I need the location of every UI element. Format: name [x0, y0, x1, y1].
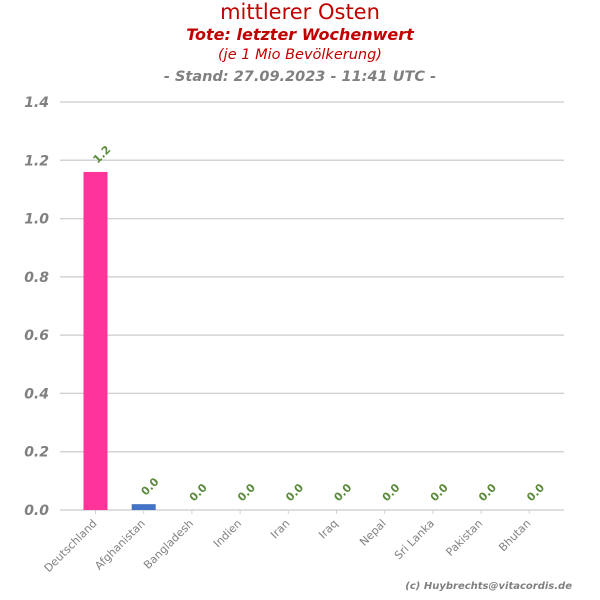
y-tick-label: 0.8	[24, 270, 49, 286]
credit-text: (c) Huybrechts@vitacordis.de	[405, 581, 572, 592]
y-tick-label: 1.4	[24, 95, 49, 111]
data-label: 0.0	[524, 481, 547, 504]
chart-title: mittlerer Osten	[220, 0, 380, 24]
y-tick-label: 0.4	[24, 386, 49, 402]
x-tick-label: Afghanistan	[92, 517, 148, 573]
x-tick-label: Deutschland	[42, 517, 100, 575]
y-tick-label: 0.2	[24, 445, 49, 461]
data-label: 0.0	[380, 481, 403, 504]
y-tick-label: 1.2	[24, 153, 49, 169]
x-tick-label: Iraq	[316, 517, 340, 541]
bar	[131, 504, 156, 510]
chart-unit: (je 1 Mio Bevölkerung)	[218, 47, 382, 63]
x-tick-label: Iran	[268, 517, 292, 541]
x-tick-label: Bangladesh	[141, 517, 196, 572]
bar	[83, 171, 108, 510]
chart-subtitle: Tote: letzter Wochenwert	[186, 25, 414, 44]
data-label: 0.0	[235, 481, 258, 504]
data-label: 0.0	[331, 481, 354, 504]
chart-timestamp: - Stand: 27.09.2023 - 11:41 UTC -	[163, 69, 437, 85]
x-tick-label: Pakistan	[443, 517, 485, 559]
data-label: 1.2	[90, 143, 113, 166]
y-tick-label: 0.6	[24, 328, 49, 344]
x-tick-label: Nepal	[357, 517, 389, 549]
data-label: 0.0	[428, 481, 451, 504]
x-tick-label: Sri Lanka	[392, 517, 437, 562]
data-label: 0.0	[476, 481, 499, 504]
x-tick-label: Bhutan	[496, 517, 533, 554]
y-tick-label: 0.0	[24, 503, 49, 519]
y-tick-label: 1.0	[24, 212, 49, 228]
data-label: 0.0	[283, 481, 306, 504]
x-tick-label: Indien	[211, 517, 244, 550]
data-label: 0.0	[187, 481, 210, 504]
data-label: 0.0	[139, 475, 162, 498]
